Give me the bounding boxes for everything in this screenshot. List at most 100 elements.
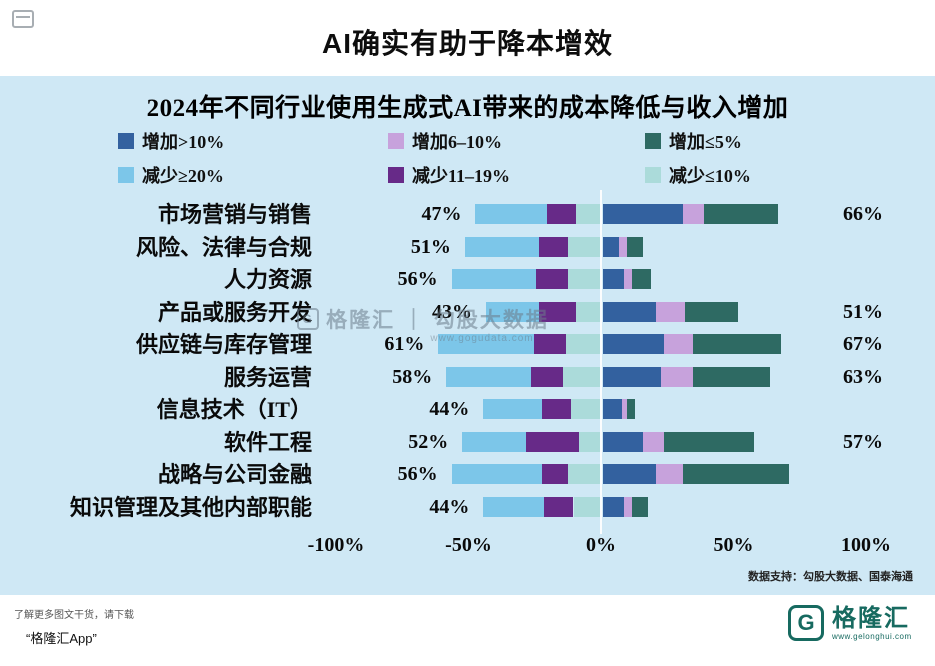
legend-label: 减少11–19% bbox=[412, 166, 511, 186]
bar-segment-decrease-le10 bbox=[576, 301, 600, 322]
bar-segment-decrease-le10 bbox=[568, 236, 600, 257]
legend-swatch-icon bbox=[118, 167, 134, 183]
bar-segment-decrease-p11_19 bbox=[533, 334, 566, 354]
chart-title: 2024年不同行业使用生成式AI带来的成本降低与收入增加 bbox=[146, 95, 789, 122]
bar-segment-increase-le5 bbox=[685, 301, 739, 322]
bar-segment-decrease-p11_19 bbox=[531, 366, 563, 387]
bar-segment-increase-le5 bbox=[703, 204, 778, 224]
bar-segment-decrease-le10 bbox=[573, 496, 600, 517]
category-label: 风险、法律与合规 bbox=[135, 234, 312, 260]
legend-item: 减少≥20% bbox=[118, 164, 224, 186]
decrease-value-label: 56% bbox=[397, 268, 438, 290]
decrease-value-label: 61% bbox=[384, 333, 425, 355]
decrease-value-label: 44% bbox=[429, 398, 470, 420]
bar-segment-decrease-p11_19 bbox=[539, 301, 577, 322]
bar-segment-increase-p6_10 bbox=[656, 464, 683, 484]
bar-segment-decrease-ge20 bbox=[451, 269, 537, 289]
bar-segment-increase-p6_10 bbox=[624, 269, 633, 289]
bar-row: 人力资源 56% bbox=[0, 263, 935, 296]
notebook-icon bbox=[12, 10, 34, 28]
bar-segment-decrease-le10 bbox=[562, 366, 600, 387]
bar-segment-decrease-p11_19 bbox=[539, 236, 569, 257]
bar-segment-increase-le5 bbox=[626, 399, 635, 419]
zero-axis-line bbox=[600, 190, 602, 534]
chart-panel: 2024年不同行业使用生成式AI带来的成本降低与收入增加 增加>10% 增加6–1… bbox=[0, 76, 935, 595]
bar-segment-decrease-ge20 bbox=[475, 204, 547, 224]
brand-url: www.gelonghui.com bbox=[832, 632, 912, 641]
bar-segment-decrease-le10 bbox=[576, 204, 600, 224]
category-label: 市场营销与销售 bbox=[157, 202, 312, 227]
bar-segment-increase-le5 bbox=[663, 431, 755, 452]
bar-segment-decrease-p11_19 bbox=[547, 204, 577, 224]
category-label: 软件工程 bbox=[223, 429, 312, 455]
bar-segment-decrease-p11_19 bbox=[525, 431, 579, 452]
decrease-value-label: 52% bbox=[408, 430, 449, 453]
bar-segment-increase-le5 bbox=[682, 464, 789, 484]
footer-hint: 了解更多图文干货，请下载 bbox=[14, 610, 134, 621]
bar-segment-decrease-ge20 bbox=[464, 236, 540, 257]
category-label: 知识管理及其他内部职能 bbox=[69, 494, 312, 520]
bar-segment-decrease-ge20 bbox=[483, 399, 542, 419]
bar-row: 风险、法律与合规 51% bbox=[0, 231, 935, 264]
bar-segment-increase-gt10 bbox=[603, 366, 662, 387]
x-tick-label: -100% bbox=[307, 534, 365, 556]
bar-segment-increase-le5 bbox=[632, 269, 651, 289]
legend-swatch-icon bbox=[118, 133, 134, 149]
x-tick-label: 100% bbox=[841, 534, 891, 556]
category-label: 战略与公司金融 bbox=[157, 462, 312, 487]
increase-value-label: 57% bbox=[843, 430, 883, 453]
legend-swatch-icon bbox=[388, 133, 404, 149]
bar-row: 供应链与库存管理 61% 67% bbox=[0, 328, 935, 361]
legend-item: 增加>10% bbox=[118, 130, 224, 152]
bar-segment-increase-gt10 bbox=[603, 431, 643, 452]
bar-segment-decrease-p11_19 bbox=[541, 399, 571, 419]
bar-segment-increase-p6_10 bbox=[682, 204, 704, 224]
increase-value-label: 63% bbox=[843, 365, 883, 388]
bar-segment-increase-p6_10 bbox=[663, 334, 694, 354]
brand-text-block: 格隆汇 www.gelonghui.com bbox=[832, 605, 912, 641]
bar-segment-increase-le5 bbox=[632, 496, 649, 517]
decrease-value-label: 47% bbox=[421, 203, 462, 225]
category-label: 服务运营 bbox=[223, 364, 312, 390]
decrease-value-label: 58% bbox=[392, 365, 433, 388]
legend-label: 减少≥20% bbox=[142, 166, 224, 186]
bar-segment-decrease-le10 bbox=[578, 431, 600, 452]
bar-row: 知识管理及其他内部职能 44% bbox=[0, 491, 935, 524]
bar-segment-decrease-le10 bbox=[568, 269, 600, 289]
legend-label: 减少≤10% bbox=[669, 166, 751, 186]
legend-swatch-icon bbox=[645, 133, 661, 149]
brand-logo-icon: G bbox=[788, 605, 824, 641]
legend-item: 减少11–19% bbox=[388, 164, 510, 186]
x-tick-label: 50% bbox=[713, 534, 754, 556]
bar-segment-decrease-p11_19 bbox=[541, 464, 569, 484]
bar-segment-increase-p6_10 bbox=[661, 366, 694, 387]
bar-row: 市场营销与销售 47% 66% bbox=[0, 198, 935, 231]
bar-segment-increase-le5 bbox=[626, 236, 643, 257]
legend-label: 增加≤5% bbox=[669, 132, 742, 152]
bar-segment-decrease-p11_19 bbox=[536, 269, 569, 289]
x-tick-label: 0% bbox=[586, 534, 616, 556]
bar-segment-increase-gt10 bbox=[603, 204, 683, 224]
bar-row: 软件工程 52% 57% bbox=[0, 426, 935, 459]
bar-row: 战略与公司金融 56% bbox=[0, 458, 935, 491]
bar-segment-decrease-ge20 bbox=[462, 431, 526, 452]
decrease-value-label: 43% bbox=[432, 300, 473, 323]
data-source-note: 数据支持：勾股大数据、国泰海通 bbox=[748, 571, 913, 583]
bar-segment-increase-p6_10 bbox=[656, 301, 686, 322]
category-label: 人力资源 bbox=[223, 267, 312, 292]
brand-logo: G 格隆汇 www.gelonghui.com bbox=[788, 605, 912, 641]
legend-swatch-icon bbox=[645, 167, 661, 183]
bar-segment-increase-gt10 bbox=[603, 496, 625, 517]
bar-segment-increase-gt10 bbox=[603, 334, 664, 354]
bar-segment-decrease-le10 bbox=[568, 464, 600, 484]
increase-value-label: 51% bbox=[843, 300, 883, 323]
bar-segment-decrease-ge20 bbox=[451, 464, 542, 484]
increase-value-label: 66% bbox=[843, 203, 883, 225]
bar-segment-increase-gt10 bbox=[603, 464, 656, 484]
bar-segment-increase-p6_10 bbox=[621, 399, 627, 419]
bar-row: 服务运营 58% 63% bbox=[0, 361, 935, 394]
bar-segment-increase-p6_10 bbox=[624, 496, 633, 517]
legend-item: 增加6–10% bbox=[388, 130, 502, 152]
category-label: 供应链与库存管理 bbox=[135, 332, 312, 357]
category-label: 产品或服务开发 bbox=[157, 299, 312, 325]
